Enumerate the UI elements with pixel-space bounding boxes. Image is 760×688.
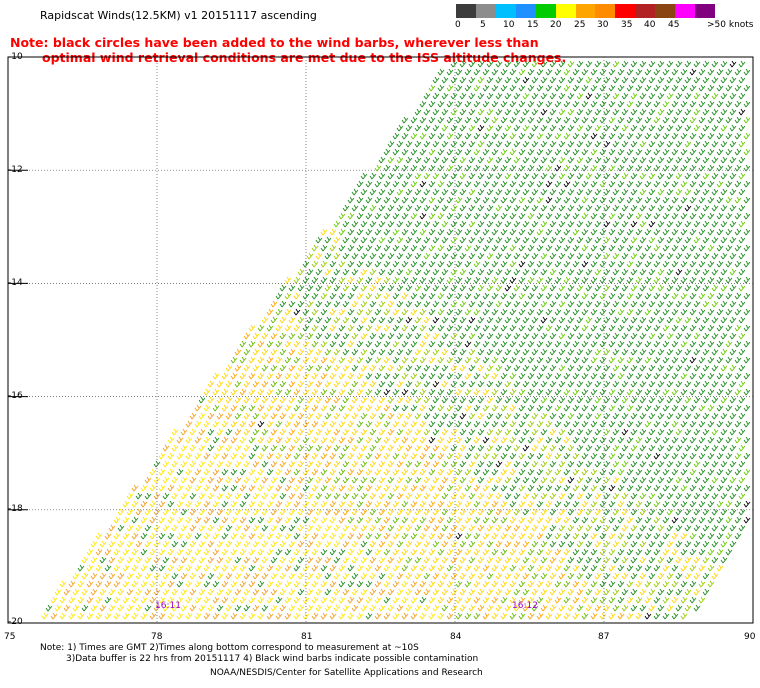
scatterometer-swath [41, 60, 751, 620]
lon-label-81: 81 [301, 632, 313, 642]
legend-swatch-1 [475, 4, 496, 18]
legend-label-20: 20 [550, 20, 562, 30]
legend-swatch-2 [495, 4, 516, 18]
legend-swatch-8 [615, 4, 636, 18]
wind-barbs-group-0 [45, 60, 751, 620]
lon-label-78: 78 [151, 632, 163, 642]
map-frame [7, 56, 754, 624]
lon-label-87: 87 [598, 632, 610, 642]
lon-label-90: 90 [744, 632, 756, 642]
legend-label-40: 40 [644, 20, 656, 30]
footer-credit: NOAA/NESDIS/Center for Satellite Applica… [210, 668, 483, 678]
legend-label-30: 30 [597, 20, 609, 30]
footer-note-line2: 3)Data buffer is 22 hrs from 20151117 4)… [66, 654, 479, 664]
legend-label-45: 45 [668, 20, 680, 30]
legend-label-15: 15 [527, 20, 539, 30]
legend-label-50: >50 knots [707, 20, 754, 30]
lat-label-20s: -20 [8, 617, 23, 627]
wind-barbs-group-8 [41, 404, 445, 620]
legend-swatch-6 [575, 4, 596, 18]
wind-barbs-group-4 [284, 244, 715, 620]
wind-barbs-group-7 [50, 404, 454, 620]
legend-swatch-12 [695, 4, 715, 18]
map-title: Rapidscat Winds(12.5KM) v1 20151117 asce… [40, 9, 317, 22]
legend-label-5: 5 [480, 20, 486, 30]
legend-swatch-0 [456, 4, 476, 18]
lon-label-75: 75 [4, 632, 16, 642]
contamination-note-line1: Note: black circles have been added to t… [10, 35, 539, 50]
legend-label-0: 0 [455, 20, 461, 30]
lat-label-16s: -16 [8, 391, 23, 401]
wind-barbs-group-2 [257, 60, 751, 620]
pass-time-label-1: 16:11 [155, 601, 181, 611]
wind-barbs-group-3 [203, 228, 724, 620]
legend-swatch-11 [675, 4, 696, 18]
lat-label-12s: -12 [8, 165, 23, 175]
legend-swatch-7 [595, 4, 616, 18]
lon-label-84: 84 [450, 632, 462, 642]
legend-swatch-3 [515, 4, 536, 18]
pass-time-label-2: 16:12 [512, 601, 538, 611]
wind-barbs-group-1 [333, 60, 751, 556]
footer-note-line1: Note: 1) Times are GMT 2)Times along bot… [40, 643, 419, 653]
legend-swatch-10 [655, 4, 676, 18]
lat-label-18s: -18 [8, 504, 23, 514]
legend-label-25: 25 [574, 20, 586, 30]
legend-swatch-5 [555, 4, 576, 18]
legend-label-10: 10 [503, 20, 515, 30]
wind-speed-legend-labels: 0 5 10 15 20 25 30 35 40 45 >50 knots [450, 20, 760, 32]
lat-lon-grid [8, 57, 753, 623]
legend-label-35: 35 [621, 20, 633, 30]
legend-swatch-4 [535, 4, 556, 18]
legend-swatch-9 [635, 4, 656, 18]
wind-barbs-group-6 [212, 308, 620, 620]
wind-barbs-group-5 [225, 300, 625, 620]
lat-label-14s: -14 [8, 278, 23, 288]
wind-speed-color-legend [456, 4, 715, 18]
lat-label-10s: -10 [8, 52, 23, 62]
